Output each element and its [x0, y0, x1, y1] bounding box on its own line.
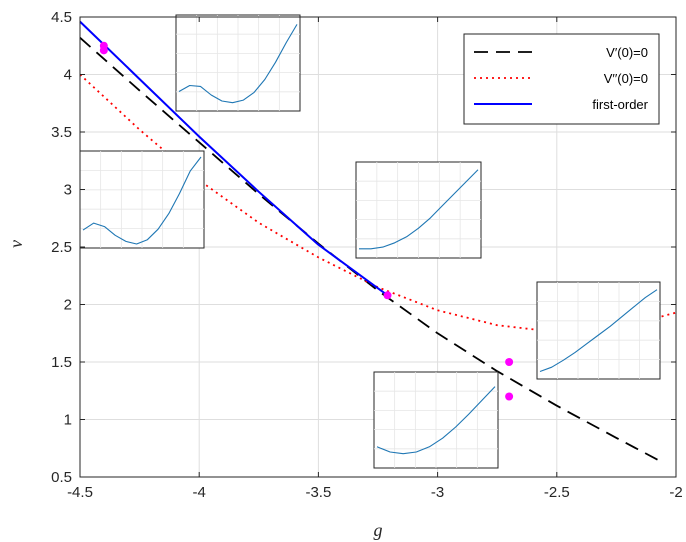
legend-label-1: V′(0)=0 [606, 45, 648, 60]
inset-curve [376, 386, 496, 455]
inset-panel-4 [536, 281, 661, 380]
x-tick-label: -3.5 [305, 484, 331, 501]
inset-panel-2 [79, 150, 205, 249]
legend-label-3: first-order [592, 97, 648, 112]
inset-panel-1 [175, 14, 301, 112]
axis-ticks: -4.5 -4 -3.5 -3 -2.5 -2 0.5 1 1.5 2 2.5 3 3.5 4 4.5 [51, 9, 683, 501]
y-tick-label: 2.5 [51, 239, 72, 256]
y-tick-label: 1.5 [51, 354, 72, 371]
y-axis-label: ν [6, 240, 26, 248]
inset-curve [539, 289, 658, 373]
inset-curve [82, 156, 202, 245]
y-tick-label: 3.5 [51, 124, 72, 141]
y-tick-label: 3 [64, 182, 72, 199]
magenta-markers [99, 41, 514, 401]
x-tick-label: -2 [669, 484, 682, 501]
series-line-3 [79, 20, 389, 297]
marker-point [505, 392, 514, 401]
marker-point [505, 358, 514, 366]
marker-point [99, 46, 108, 55]
legend-box [463, 33, 660, 125]
y-tick-label: 2 [64, 297, 72, 314]
inset-curve [178, 24, 298, 104]
legend: V′(0)=0 V′′(0)=0 first-order [463, 33, 660, 125]
y-tick-label: 4 [64, 67, 72, 84]
marker-point [383, 291, 392, 300]
x-axis-label: g [374, 520, 383, 540]
x-tick-label: -4 [193, 484, 206, 501]
y-tick-label: 0.5 [51, 469, 72, 486]
x-tick-label: -3 [431, 484, 444, 501]
x-tick-label: -4.5 [67, 484, 93, 501]
inset-curve [359, 169, 479, 250]
y-tick-label: 4.5 [51, 9, 72, 26]
y-tick-label: 1 [64, 412, 72, 429]
legend-label-2: V′′(0)=0 [604, 71, 648, 86]
inset-panels [79, 14, 661, 469]
inset-panel-5 [373, 371, 499, 469]
series-line-1 [79, 37, 665, 464]
inset-panel-3 [355, 161, 482, 259]
x-tick-label: -2.5 [544, 484, 570, 501]
